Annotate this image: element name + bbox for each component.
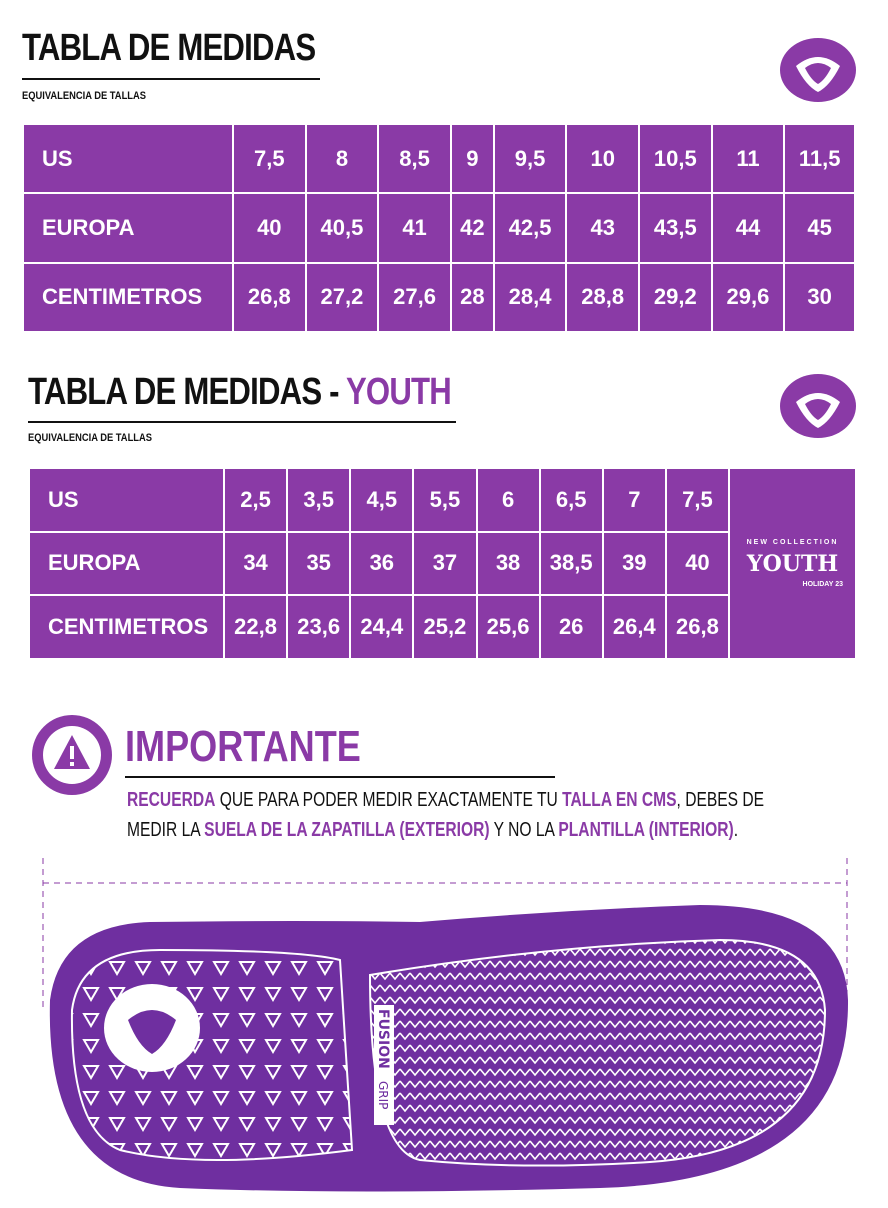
size-cell: 42 [449, 192, 495, 264]
warning-icon [32, 715, 112, 795]
size-cell: 11,5 [783, 122, 856, 195]
size-cell: 7,5 [664, 467, 731, 533]
size-cell: 10 [565, 122, 641, 195]
size-cell: 29,2 [638, 261, 713, 334]
youth-title-text: TABLA DE MEDIDAS - [28, 371, 339, 413]
title-rule [22, 78, 320, 80]
size-cell: 40,5 [304, 192, 380, 264]
size-cell: 3,5 [286, 467, 352, 533]
row-label: US [28, 467, 225, 533]
size-cell: 24,4 [349, 594, 415, 660]
table-row: EUROPA 34 35 36 37 38 38,5 39 40 [28, 530, 856, 597]
youth-subtitle: EQUIVALENCIA DE TALLAS [28, 432, 152, 444]
size-cell: 42,5 [492, 192, 568, 264]
note-text: Y NO LA [489, 819, 559, 841]
size-cell: 27,2 [304, 261, 380, 334]
size-cell: 40 [664, 530, 731, 597]
table-row: US 2,5 3,5 4,5 5,5 6 6,5 7 7,5 NEW COLLECTION YOUT… [28, 467, 857, 660]
badge-top: NEW COLLECTION [746, 538, 839, 546]
grip-text: GRIP [376, 1081, 390, 1109]
highlight-text: RECUERDA [127, 789, 216, 811]
brand-logo-icon [780, 38, 856, 102]
important-line-2: MEDIR LA SUELA DE LA ZAPATILLA (EXTERIOR… [127, 818, 738, 842]
size-cell: 5,5 [412, 467, 478, 533]
note-text: QUE PARA PODER MEDIR EXACTAMENTE TU [215, 789, 563, 811]
size-cell: 35 [286, 530, 352, 597]
youth-size-table: US 2,5 3,5 4,5 5,5 6 6,5 7 7,5 NEW COLLECTION YOUT… [28, 467, 857, 660]
highlight-text: PLANTILLA (INTERIOR) [558, 819, 734, 841]
size-cell: 27,6 [377, 261, 452, 334]
title-rule [125, 776, 555, 778]
row-label: US [22, 122, 234, 195]
size-cell: 8 [304, 122, 380, 195]
size-cell: 7,5 [232, 122, 307, 195]
size-cell: 6 [475, 467, 541, 533]
row-label: CENTIMETROS [28, 594, 225, 660]
badge-main: YOUTH [746, 550, 839, 577]
size-cell: 28 [449, 261, 495, 334]
size-cell: 7 [601, 467, 667, 533]
size-cell: 28,8 [565, 261, 641, 334]
size-cell: 8,5 [377, 122, 452, 195]
size-cell: 38 [475, 530, 541, 597]
youth-collection-badge: NEW COLLECTION YOUTH HOLIDAY 23 [728, 467, 857, 660]
size-cell: 25,6 [475, 594, 541, 660]
size-cell: 29,6 [710, 261, 786, 334]
size-cell: 26,4 [601, 594, 667, 660]
brand-logo-icon [780, 374, 856, 438]
size-cell: 4,5 [349, 467, 415, 533]
size-cell: 22,8 [222, 594, 289, 660]
title-rule [28, 421, 456, 423]
size-cell: 40 [232, 192, 307, 264]
size-cell: 26 [538, 594, 604, 660]
size-cell: 25,2 [412, 594, 478, 660]
note-text: , DEBES DE [676, 789, 765, 811]
badge-bottom: HOLIDAY 23 [802, 580, 843, 588]
size-cell: 37 [412, 530, 478, 597]
shoe-sole-illustration: FUSION GRIP [42, 858, 849, 1192]
size-cell: 6,5 [538, 467, 604, 533]
adult-subtitle: EQUIVALENCIA DE TALLAS [22, 90, 146, 102]
size-cell: 30 [783, 261, 856, 334]
size-cell: 9 [449, 122, 495, 195]
table-row: US 7,5 8 8,5 9 9,5 10 10,5 11 11,5 [22, 122, 856, 195]
size-cell: 36 [349, 530, 415, 597]
row-label: CENTIMETROS [22, 261, 234, 334]
size-cell: 39 [601, 530, 667, 597]
size-cell: 26,8 [232, 261, 307, 334]
size-cell: 2,5 [222, 467, 289, 533]
row-label: EUROPA [28, 530, 225, 597]
size-cell: 11 [710, 122, 786, 195]
fusion-text: FUSION [375, 1009, 391, 1069]
table-row: CENTIMETROS 22,8 23,6 24,4 25,2 25,6 26 26,4 26,… [28, 594, 856, 660]
size-cell: 28,4 [492, 261, 568, 334]
table-row: EUROPA 40 40,5 41 42 42,5 43 43,5 44 45 [22, 192, 856, 264]
highlight-text: TALLA EN CMS [562, 789, 677, 811]
size-cell: 44 [710, 192, 786, 264]
important-title: IMPORTANTE [125, 722, 361, 771]
adult-size-table: US 7,5 8 8,5 9 9,5 10 10,5 11 11,5 EUROPA 40 40,5 41 4… [22, 122, 856, 334]
size-cell: 43,5 [638, 192, 713, 264]
highlight-text: SUELA DE LA ZAPATILLA (EXTERIOR) [204, 819, 490, 841]
youth-title: TABLA DE MEDIDAS - YOUTH [28, 370, 452, 414]
adult-title: TABLA DE MEDIDAS [22, 27, 316, 69]
size-cell: 23,6 [286, 594, 352, 660]
note-text: . [733, 819, 739, 841]
size-cell: 43 [565, 192, 641, 264]
size-cell: 38,5 [538, 530, 604, 597]
size-cell: 41 [377, 192, 452, 264]
important-line-1: RECUERDA QUE PARA PODER MEDIR EXACTAMENT… [127, 788, 764, 812]
table-row: CENTIMETROS 26,8 27,2 27,6 28 28,4 28,8 29,2 29,… [22, 261, 856, 334]
size-cell: 10,5 [638, 122, 713, 195]
size-cell: 9,5 [492, 122, 568, 195]
row-label: EUROPA [22, 192, 234, 264]
note-text: MEDIR LA [127, 819, 205, 841]
size-cell: 26,8 [664, 594, 731, 660]
youth-title-accent: YOUTH [345, 371, 452, 413]
size-cell: 34 [222, 530, 289, 597]
size-cell: 45 [783, 192, 856, 264]
